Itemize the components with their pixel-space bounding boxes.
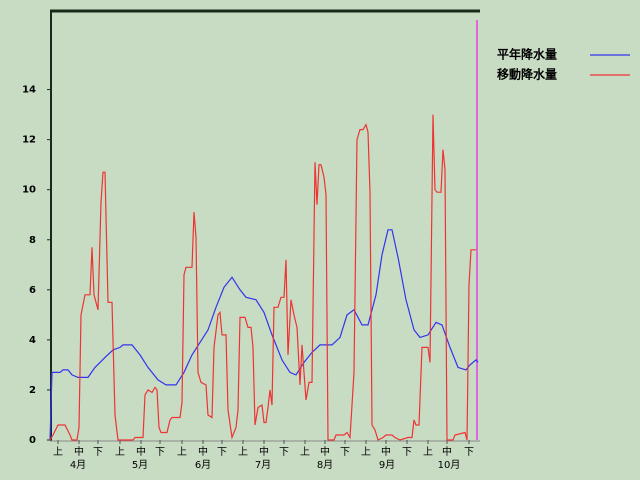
x-tick-label: 上 <box>423 446 433 458</box>
x-tick-label: 上 <box>53 446 63 458</box>
x-tick-label: 下 <box>93 447 103 458</box>
x-tick-label: 上 <box>300 446 310 458</box>
x-tick-label: 中 <box>259 445 269 458</box>
y-tick-label: 6 <box>29 285 36 296</box>
x-tick-label: 中 <box>198 445 208 458</box>
x-tick-label: 下 <box>402 447 412 458</box>
month-label: 5月 <box>132 459 148 471</box>
legend-label: 移動降水量 <box>497 67 557 82</box>
y-tick-label: 0 <box>29 435 36 446</box>
x-tick-label: 下 <box>217 447 227 458</box>
month-label: 10月 <box>438 459 461 471</box>
x-tick-label: 中 <box>320 445 330 458</box>
series-line <box>49 114 476 441</box>
x-tick-label: 上 <box>238 446 248 458</box>
legend-label: 平年降水量 <box>497 47 557 62</box>
x-tick-label: 上 <box>177 446 187 458</box>
x-tick-label: 中 <box>136 445 146 458</box>
y-tick-label: 8 <box>29 235 36 246</box>
month-label: 9月 <box>379 459 395 471</box>
y-tick-label: 10 <box>22 185 36 196</box>
y-tick-label: 2 <box>29 385 36 396</box>
month-label: 6月 <box>195 459 211 471</box>
month-label: 8月 <box>317 459 333 471</box>
month-label: 7月 <box>255 459 271 471</box>
y-tick-label: 14 <box>22 85 36 96</box>
x-tick-label: 下 <box>279 447 289 458</box>
x-tick-label: 上 <box>361 446 371 458</box>
x-tick-label: 上 <box>115 446 125 458</box>
y-tick-label: 4 <box>29 335 36 346</box>
x-tick-label: 下 <box>464 447 474 458</box>
x-tick-label: 下 <box>340 447 350 458</box>
x-tick-label: 中 <box>381 445 391 458</box>
x-tick-label: 下 <box>155 447 165 458</box>
x-tick-label: 中 <box>442 445 452 458</box>
x-tick-label: 中 <box>74 445 84 458</box>
y-tick-label: 12 <box>22 135 36 146</box>
month-label: 4月 <box>70 459 86 471</box>
series-line <box>49 229 479 441</box>
